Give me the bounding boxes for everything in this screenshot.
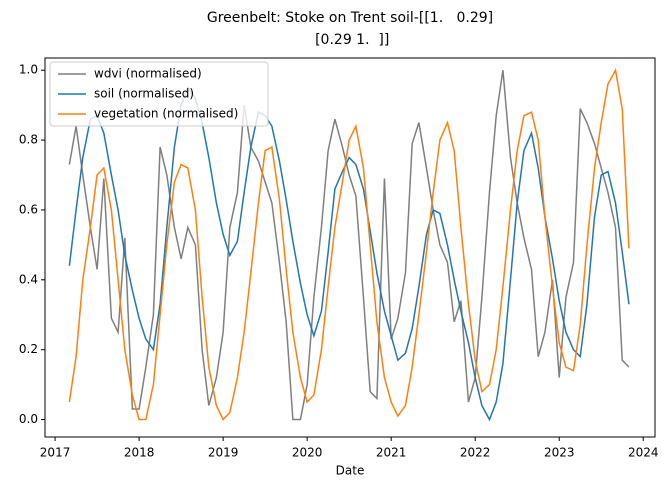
x-tick-label: 2023	[544, 446, 575, 460]
chart-title: Greenbelt: Stoke on Trent soil-[[1. 0.29…	[207, 10, 493, 26]
series-line	[68, 67, 630, 421]
legend-label: vegetation (normalised)	[94, 107, 238, 121]
y-tick-label: 0.2	[19, 342, 38, 356]
x-tick-label: 2022	[460, 446, 491, 460]
legend-label: soil (normalised)	[94, 87, 194, 101]
plot-frame	[44, 57, 656, 438]
x-tick-label: 2024	[628, 446, 659, 460]
y-tick-label: 0.6	[19, 202, 38, 216]
x-tick-label: 2021	[376, 446, 407, 460]
y-tick-label: 0.8	[19, 133, 38, 147]
legend-box	[49, 61, 269, 127]
x-tick-label: 2019	[208, 446, 239, 460]
chart-title: [0.29 1. ]]	[311, 32, 390, 48]
series-line	[68, 86, 630, 422]
y-tick-label: 1.0	[19, 63, 38, 77]
y-tick-label: 0.0	[19, 412, 38, 426]
x-axis-label: Date	[336, 464, 365, 478]
legend-label: wdvi (normalised)	[94, 67, 202, 81]
series-line	[68, 70, 630, 421]
x-tick-label: 2020	[292, 446, 323, 460]
x-tick-label: 2017	[40, 446, 71, 460]
x-tick-label: 2018	[124, 446, 155, 460]
y-tick-label: 0.4	[19, 272, 38, 286]
